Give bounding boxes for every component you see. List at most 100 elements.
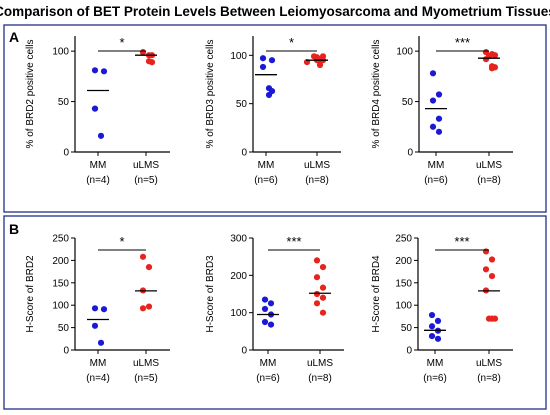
category-label: uLMS — [307, 358, 333, 369]
uLMS-point — [482, 266, 490, 273]
MM-point — [259, 55, 267, 62]
category-label: uLMS — [133, 358, 159, 369]
significance-label: *** — [455, 35, 470, 50]
uLMS-point — [148, 59, 156, 66]
y-tick-label: 0 — [63, 148, 69, 159]
MM-point — [428, 333, 436, 340]
uLMS-point — [139, 305, 147, 312]
MM-point — [429, 70, 437, 77]
n-label: (n=5) — [134, 175, 158, 186]
MM-point — [97, 339, 105, 346]
y-tick-label: 50 — [402, 97, 414, 108]
category-label: MM — [427, 358, 444, 369]
uLMS-point — [319, 284, 327, 291]
MM-point — [435, 128, 443, 135]
uLMS-point — [313, 274, 321, 281]
uLMS-point — [488, 272, 496, 280]
uLMS-point — [491, 52, 499, 59]
n-label: (n=8) — [477, 373, 501, 384]
category-label: uLMS — [476, 358, 502, 369]
category-label: MM — [260, 358, 277, 369]
significance-label: * — [289, 35, 294, 50]
MM-point — [267, 321, 275, 328]
y-axis-label: % of BRD4 positive cells — [371, 40, 382, 149]
MM-point — [434, 317, 442, 324]
y-tick-label: 0 — [407, 148, 413, 159]
MM-point — [100, 68, 108, 75]
MM-point — [100, 306, 108, 313]
plot-4: 0 50 100 150 200 250 MM (n=4) uLMS (n=5) H-Score o… — [25, 234, 170, 384]
y-tick-label: 50 — [58, 97, 70, 108]
uLMS-point — [482, 248, 490, 255]
n-label: (n=4) — [86, 373, 110, 384]
category-label: uLMS — [133, 160, 159, 171]
n-label: (n=5) — [134, 373, 158, 384]
panel-a-border — [3, 24, 547, 213]
y-tick-label: 100 — [230, 308, 247, 319]
category-label: MM — [90, 160, 107, 171]
significance-label: * — [119, 234, 124, 249]
panel-a-letter: A — [9, 29, 19, 45]
significance-label: *** — [454, 234, 469, 249]
uLMS-point — [482, 56, 490, 63]
MM-point — [91, 322, 99, 329]
MM-point — [267, 300, 275, 307]
MM-point — [434, 335, 442, 342]
y-tick-label: 100 — [52, 47, 69, 58]
y-tick-label: 200 — [395, 256, 412, 267]
MM-point — [261, 296, 269, 303]
n-label: (n=6) — [423, 373, 447, 384]
y-tick-label: 100 — [396, 47, 413, 58]
uLMS-point — [313, 290, 321, 298]
panel-b-letter: B — [9, 221, 19, 237]
y-tick-label: 50 — [236, 99, 248, 110]
MM-point — [268, 57, 276, 64]
y-axis-label: % of BRD3 positive cells — [205, 40, 216, 149]
uLMS-point — [491, 315, 499, 322]
MM-point — [435, 115, 443, 122]
y-tick-label: 100 — [52, 301, 69, 312]
y-tick-label: 0 — [241, 148, 247, 159]
significance-label: *** — [286, 234, 301, 249]
y-tick-label: 250 — [395, 234, 412, 245]
MM-point — [429, 123, 437, 130]
y-axis-label: % of BRD2 positive cells — [25, 40, 36, 149]
uLMS-point — [488, 65, 496, 72]
plot-1: 0 50 100 MM (n=4) uLMS (n=5) % of BRD2 positive… — [25, 35, 170, 186]
y-tick-label: 200 — [230, 271, 247, 282]
MM-point — [429, 97, 437, 104]
y-axis-label: H-Score of BRD4 — [371, 255, 382, 333]
uLMS-point — [488, 256, 496, 263]
plot-2: 0 50 100 MM (n=6) uLMS (n=8) % of BRD3 positive… — [205, 35, 341, 186]
plot-6: 0 50 100 150 200 250 MM (n=6) uLMS (n=8) H-Score o… — [371, 234, 513, 384]
y-tick-label: 100 — [395, 301, 412, 312]
MM-point — [435, 91, 443, 98]
MM-point — [91, 105, 99, 112]
uLMS-point — [485, 315, 493, 322]
uLMS-point — [313, 300, 321, 307]
MM-point — [261, 318, 269, 326]
uLMS-point — [145, 303, 153, 310]
y-tick-label: 250 — [52, 234, 69, 245]
y-tick-label: 0 — [63, 346, 69, 357]
y-tick-label: 100 — [230, 51, 247, 62]
MM-point — [428, 311, 436, 319]
y-tick-label: 300 — [230, 234, 247, 245]
figure-title: Comparison of BET Protein Levels Between… — [0, 4, 550, 19]
significance-label: * — [119, 35, 124, 50]
plots-container: 0 50 100 MM (n=4) uLMS (n=5) % of BRD2 positive… — [25, 35, 513, 384]
category-label: MM — [90, 358, 107, 369]
uLMS-point — [319, 264, 327, 271]
n-label: (n=6) — [256, 373, 280, 384]
n-label: (n=8) — [308, 373, 332, 384]
n-label: (n=4) — [86, 175, 110, 186]
category-label: uLMS — [304, 160, 330, 171]
MM-point — [265, 91, 273, 99]
n-label: (n=6) — [254, 175, 278, 186]
uLMS-point — [319, 309, 327, 316]
y-tick-label: 200 — [52, 256, 69, 267]
plot-5: 0 100 200 300 MM (n=6) uLMS (n=8) H-Score of BRD… — [205, 234, 344, 384]
uLMS-point — [139, 253, 147, 260]
MM-point — [97, 132, 105, 139]
